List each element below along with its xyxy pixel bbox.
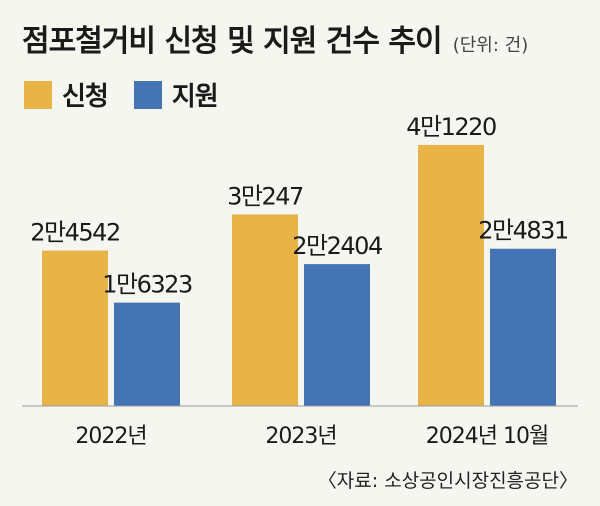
data-label-신청-2: 4만1220 — [406, 113, 496, 141]
chart-title: 점포철거비 신청 및 지원 건수 추이 — [22, 24, 443, 59]
legend-item-support: 지원 — [133, 76, 219, 113]
data-label-지원-0: 1만6323 — [102, 271, 192, 299]
x-tick-label-1: 2023년 — [265, 424, 336, 449]
source-note: 〈자료: 소상공인시장진흥공단〉 — [317, 470, 578, 492]
data-label-신청-0: 2만4542 — [30, 219, 119, 247]
data-label-지원-1: 2만2404 — [292, 232, 382, 260]
legend-label-apply: 신청 — [62, 82, 109, 112]
legend-swatch-support — [133, 80, 162, 109]
legend-swatch-apply — [24, 80, 52, 109]
unit-label: (단위: 건) — [452, 35, 529, 56]
bar-지원-0 — [114, 302, 180, 406]
bar-지원-2 — [490, 248, 556, 406]
x-tick-label-0: 2022년 — [75, 424, 146, 449]
bar-지원-1 — [304, 264, 370, 406]
bar-신청-0 — [42, 250, 108, 406]
x-tick-label-2: 2024년 10월 — [426, 424, 548, 449]
legend-label-support: 지원 — [171, 82, 219, 112]
data-label-지원-2: 2만4831 — [478, 217, 568, 245]
bar-신청-2 — [418, 144, 484, 406]
bar-신청-1 — [232, 214, 298, 406]
data-label-신청-1: 3만247 — [227, 182, 303, 210]
legend: 신청 지원 — [24, 76, 244, 113]
legend-item-apply: 신청 — [24, 76, 109, 113]
title-row: 점포철거비 신청 및 지원 건수 추이 (단위: 건) — [22, 16, 528, 60]
